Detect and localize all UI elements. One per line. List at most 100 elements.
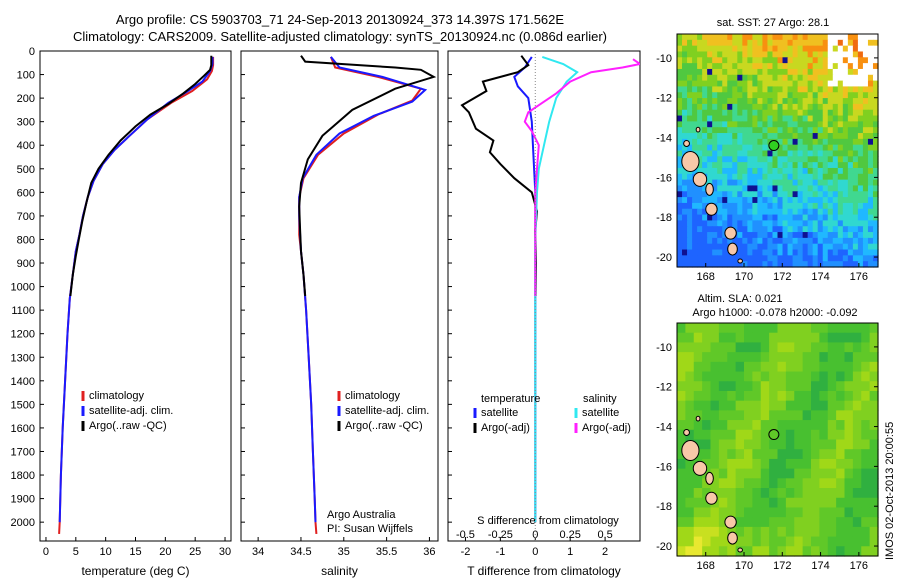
map-cell [727, 150, 733, 157]
map-cell [777, 127, 784, 134]
map-cell [707, 121, 713, 128]
map-cell [707, 232, 713, 239]
map-cell [842, 167, 849, 175]
legend-entry: Argo(..raw -QC) [89, 420, 167, 432]
map-cell [852, 255, 859, 262]
map-cell [752, 507, 762, 518]
map-cell [837, 243, 844, 251]
map-cell [837, 214, 844, 221]
map-cell [817, 156, 824, 163]
map-cell [718, 342, 728, 353]
map-cell [697, 68, 703, 76]
map-cell [867, 261, 874, 268]
map-cell [802, 98, 809, 105]
map-cell [777, 197, 784, 204]
map-cell [857, 68, 864, 76]
map-cell [812, 138, 819, 146]
map-cell [732, 109, 738, 117]
pi-note: PI: Susan Wijffels [327, 523, 413, 535]
map-cell [777, 202, 784, 210]
map-cell [757, 162, 764, 169]
map-cell [792, 167, 799, 175]
map-cell [837, 121, 844, 128]
map-cell [687, 237, 693, 245]
map-cell [687, 191, 693, 198]
map-cell [757, 261, 764, 268]
map-cell [769, 468, 779, 479]
map-cell [752, 232, 759, 239]
map-cell [827, 439, 837, 450]
map-cell [822, 150, 829, 157]
map-cell [692, 191, 698, 198]
map-cell [872, 179, 879, 187]
map-cell [842, 162, 849, 169]
map-cell [797, 167, 804, 175]
map-cell [727, 98, 733, 105]
map-cell [822, 92, 829, 99]
map-cell [811, 371, 820, 382]
map-cell [747, 63, 753, 70]
map-cell [777, 138, 784, 146]
map-cell [685, 517, 695, 528]
map-cell [827, 156, 834, 163]
map-cell [842, 185, 849, 192]
map-cell [752, 546, 762, 557]
map-cell [692, 34, 698, 41]
map-cell [702, 381, 712, 392]
map-cell [872, 92, 879, 99]
map-cell [717, 191, 723, 198]
map-cell [712, 63, 718, 70]
map-y-tick-label: -18 [656, 212, 672, 224]
map-cell [718, 361, 728, 373]
map-cell [760, 507, 770, 518]
map-cell [777, 156, 784, 163]
y-tick-label: 300 [17, 117, 35, 129]
map-cell [722, 92, 728, 99]
map-cell [869, 420, 879, 431]
map-cell [811, 381, 820, 392]
map-cell [687, 51, 693, 58]
island-shape [681, 150, 700, 172]
map-cell [817, 214, 824, 221]
map-cell [827, 109, 834, 117]
map-cell [757, 34, 764, 41]
map-cell [732, 80, 738, 88]
map-cell [837, 80, 844, 88]
map-cell [869, 478, 879, 489]
map-cell [707, 214, 713, 221]
map-cell [687, 202, 693, 210]
map-cell [685, 410, 695, 421]
map-cell [692, 133, 698, 140]
map-cell [718, 517, 728, 528]
x-tick-label: 35 [338, 546, 350, 558]
map-cell [812, 39, 819, 47]
map-cell [727, 39, 733, 47]
map-cell [772, 74, 779, 82]
map-cell [827, 361, 837, 373]
map-cell [827, 167, 834, 175]
map-cell [707, 162, 713, 169]
map-cell [792, 133, 799, 140]
map-cell [777, 458, 787, 470]
map-cell [782, 208, 789, 216]
map-cell [802, 57, 809, 64]
map-cell [737, 51, 743, 58]
map-cell [819, 381, 829, 392]
map-cell [872, 98, 879, 105]
map-cell [832, 162, 839, 169]
map-cell [769, 526, 779, 538]
map-cell [842, 34, 849, 41]
map-cell [797, 34, 804, 41]
map-cell [752, 449, 762, 460]
map-y-tick-label: -16 [656, 461, 672, 473]
map-cell [785, 361, 795, 373]
map-cell [682, 127, 688, 134]
map-cell [707, 144, 713, 152]
map-cell [794, 546, 804, 557]
map-cell [819, 332, 829, 344]
map-cell [802, 323, 812, 334]
map-cell [844, 323, 854, 334]
map-cell [757, 167, 764, 175]
map-cell [735, 526, 745, 538]
map-cell [767, 86, 774, 93]
